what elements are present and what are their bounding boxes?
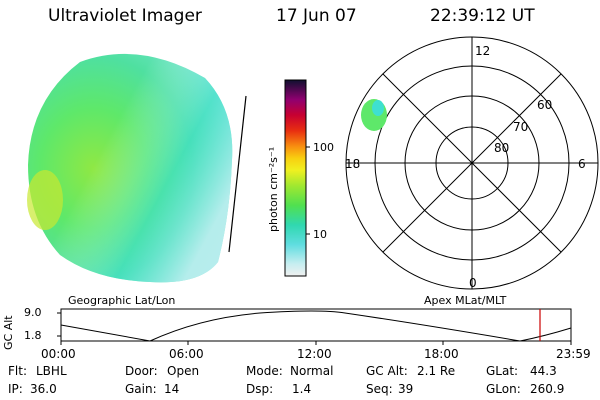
seq-value: 39 xyxy=(398,382,414,396)
date-label: 17 Jun 07 xyxy=(276,6,357,26)
mlt-label-6: 6 xyxy=(578,157,586,171)
time-tick-0000: 00:00 xyxy=(41,347,76,361)
time-tick-0600: 06:00 xyxy=(169,347,204,361)
door-label: Door: xyxy=(125,364,158,378)
mode-label: Mode: xyxy=(246,364,283,378)
altitude-ylabel: GC Alt xyxy=(2,315,15,350)
colorbar-tick-10: 10 xyxy=(313,228,327,241)
apex-label: Apex MLat/MLT xyxy=(424,294,507,307)
lat-label-60: 60 xyxy=(537,98,553,112)
time-tick-1200: 12:00 xyxy=(297,347,332,361)
lat-label-80: 80 xyxy=(494,141,510,155)
gain-label: Gain: xyxy=(125,382,157,396)
polar-aurora-blob xyxy=(361,99,387,131)
mode-value: Normal xyxy=(290,364,334,378)
mlt-label-0: 0 xyxy=(469,276,477,290)
lat-label-70: 70 xyxy=(513,120,529,134)
altitude-ytick-9: 9.0 xyxy=(24,306,42,319)
gcalt-label: GC Alt: xyxy=(366,364,408,378)
time-tick-1800: 18:00 xyxy=(424,347,459,361)
geographic-label: Geographic Lat/Lon xyxy=(68,294,176,307)
time-label: 22:39:12 UT xyxy=(430,6,535,26)
terminator-line xyxy=(228,95,247,253)
filter-label: Flt: xyxy=(8,364,27,378)
glon-label: GLon: xyxy=(486,382,521,396)
polar-dial xyxy=(345,36,599,290)
seq-label: Seq: xyxy=(366,382,393,396)
filter-value: LBHL xyxy=(36,364,67,378)
mlt-label-12: 12 xyxy=(475,44,491,58)
ip-value: 36.0 xyxy=(30,382,57,396)
dsp-label: Dsp: xyxy=(246,382,274,396)
color-scale-bar xyxy=(284,79,307,277)
altitude-ytick-1.8: 1.8 xyxy=(24,329,42,342)
colorbar-tick-100: 100 xyxy=(313,141,334,154)
colorbar-unit-label: photon cm⁻²s⁻¹ xyxy=(267,146,280,232)
altitude-curve xyxy=(60,310,572,342)
gain-value: 14 xyxy=(164,382,180,396)
app-title: Ultraviolet Imager xyxy=(48,6,202,26)
gcalt-value: 2.1 Re xyxy=(417,364,456,378)
mlt-label-18: 18 xyxy=(345,157,361,171)
glat-label: GLat: xyxy=(486,364,519,378)
dsp-value: 1.4 xyxy=(292,382,312,396)
uvi-image-disk xyxy=(27,53,233,283)
door-value: Open xyxy=(167,364,200,378)
glat-value: 44.3 xyxy=(530,364,557,378)
glon-value: 260.9 xyxy=(530,382,565,396)
ip-label: IP: xyxy=(8,382,23,396)
time-tick-2359: 23:59 xyxy=(556,347,591,361)
